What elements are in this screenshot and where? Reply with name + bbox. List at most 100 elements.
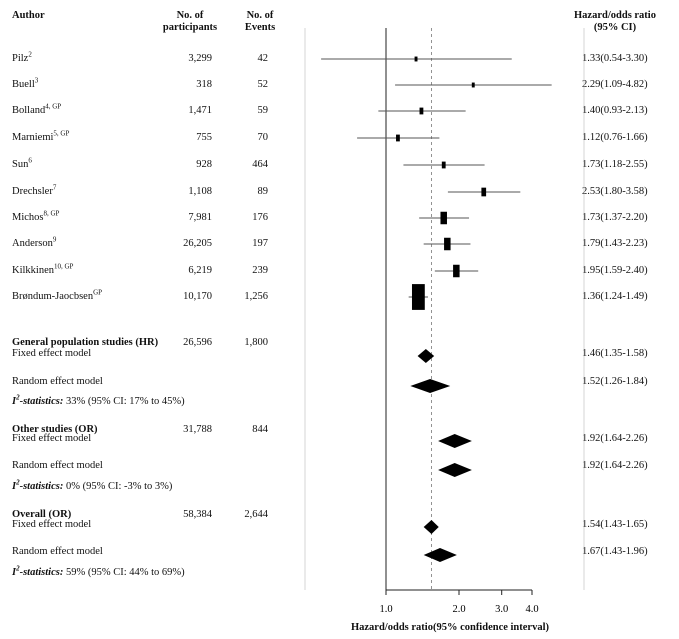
group-events: 1,800 [244, 337, 268, 348]
study-events: 42 [257, 53, 269, 64]
study-point-estimate [453, 264, 460, 278]
study-name: Buell3 [12, 76, 39, 90]
study-participants: 755 [196, 132, 212, 143]
study-events: 52 [257, 79, 269, 90]
group-events: 2,644 [244, 509, 268, 520]
study-reference: 7 [52, 183, 57, 192]
study-participants: 1,471 [188, 105, 212, 116]
fixed-effect-ci-text: 1.54(1.43-1.65) [582, 519, 648, 530]
study-participants: 928 [196, 159, 212, 170]
fixed-effect-label: Fixed effect model [12, 348, 92, 359]
study-name: Michos8, GP [12, 209, 60, 223]
study-participants: 6,219 [188, 265, 212, 276]
study-reference: GP [93, 288, 103, 297]
study-events: 239 [252, 265, 268, 276]
random-effect-label: Random effect model [12, 376, 103, 387]
study-events: 197 [252, 238, 268, 249]
summary-diamond [423, 520, 439, 534]
study-reference: 3 [34, 76, 39, 85]
study-reference: 9 [52, 235, 57, 244]
study-name: Drechsler7 [12, 183, 57, 197]
study-participants: 3,299 [188, 53, 212, 64]
study-participants: 1,108 [188, 186, 212, 197]
fixed-effect-label: Fixed effect model [12, 433, 92, 444]
study-name: Kilkkinen10, GP [12, 262, 74, 276]
study-participants: 26,205 [183, 238, 212, 249]
x-tick-label: 2.0 [452, 604, 465, 615]
x-tick-label: 4.0 [525, 604, 538, 615]
summary-diamond [417, 349, 435, 363]
summary-diamond [438, 463, 472, 477]
study-name: Marniemi5, GP [12, 129, 70, 143]
group-title: Overall (OR) [12, 509, 72, 520]
study-events: 1,256 [244, 291, 268, 302]
study-point-estimate [444, 237, 451, 251]
random-effect-ci-text: 1.52(1.26-1.84) [582, 376, 648, 387]
study-ci-text: 1.33(0.54-3.30) [582, 53, 648, 64]
study-point-estimate [414, 56, 418, 62]
i2-statistic: I2-statistics: 0% (95% CI: -3% to 3%) [12, 478, 173, 492]
summary-diamond [423, 548, 457, 562]
study-ci-text: 1.73(1.18-2.55) [582, 159, 648, 170]
x-tick-label: 1.0 [379, 604, 392, 615]
random-effect-label: Random effect model [12, 460, 103, 471]
study-point-estimate [441, 161, 446, 169]
fixed-effect-ci-text: 1.46(1.35-1.58) [582, 348, 648, 359]
i2-statistic: I2-statistics: 33% (95% CI: 17% to 45%) [12, 393, 185, 407]
i2-statistic: I2-statistics: 59% (95% CI: 44% to 69%) [12, 564, 185, 578]
study-reference: 8, GP [43, 209, 60, 218]
study-reference: 5, GP [53, 129, 70, 138]
study-events: 70 [257, 132, 269, 143]
study-name: Bolland4, GP [12, 102, 62, 116]
study-events: 464 [252, 159, 268, 170]
x-axis-label: Hazard/odds ratio(95% confidence interva… [350, 622, 550, 633]
study-participants: 10,170 [183, 291, 212, 302]
study-ci-text: 1.73(1.37-2.20) [582, 212, 648, 223]
header-author: Author [12, 10, 45, 21]
group-participants: 26,596 [183, 337, 212, 348]
study-events: 89 [257, 186, 269, 197]
study-reference: 4, GP [45, 102, 62, 111]
random-effect-ci-text: 1.92(1.64-2.26) [582, 460, 648, 471]
study-ci-text: 1.12(0.76-1.66) [582, 132, 648, 143]
summary-diamond [410, 379, 451, 393]
study-point-estimate [471, 82, 475, 88]
study-ci-text: 1.95(1.59-2.40) [582, 265, 648, 276]
study-ci-text: 2.53(1.80-3.58) [582, 186, 648, 197]
study-point-estimate [440, 211, 447, 225]
group-events: 844 [252, 424, 268, 435]
study-events: 176 [252, 212, 268, 223]
study-participants: 318 [196, 79, 212, 90]
header-participants: No. of participants [162, 10, 218, 33]
random-effect-label: Random effect model [12, 546, 103, 557]
study-events: 59 [257, 105, 269, 116]
fixed-effect-ci-text: 1.92(1.64-2.26) [582, 433, 648, 444]
study-reference: 6 [28, 156, 32, 165]
group-participants: 58,384 [183, 509, 212, 520]
summary-diamond [438, 434, 472, 448]
study-name: Anderson9 [12, 235, 57, 249]
group-participants: 31,788 [183, 424, 212, 435]
study-ci-text: 2.29(1.09-4.82) [582, 79, 648, 90]
header-events: No. of Events [244, 10, 276, 33]
study-ci-text: 1.40(0.93-2.13) [582, 105, 648, 116]
study-point-estimate [411, 284, 425, 310]
study-name: Pilz2 [12, 50, 32, 64]
study-point-estimate [481, 187, 487, 197]
group-title: General population studies (HR) [12, 337, 159, 348]
study-name: Brøndum-JaocbsenGP [12, 288, 103, 302]
study-ci-text: 1.79(1.43-2.23) [582, 238, 648, 249]
study-point-estimate [396, 134, 400, 142]
study-participants: 7,981 [188, 212, 212, 223]
header-ratio: Hazard/odds ratio (95% CI) [574, 10, 656, 33]
x-tick-label: 3.0 [495, 604, 508, 615]
group-title: Other studies (OR) [12, 424, 98, 435]
study-reference: 2 [28, 50, 32, 59]
random-effect-ci-text: 1.67(1.43-1.96) [582, 546, 648, 557]
fixed-effect-label: Fixed effect model [12, 519, 92, 530]
study-reference: 10, GP [54, 262, 74, 271]
study-ci-text: 1.36(1.24-1.49) [582, 291, 648, 302]
study-name: Sun6 [12, 156, 32, 170]
study-point-estimate [419, 107, 424, 115]
